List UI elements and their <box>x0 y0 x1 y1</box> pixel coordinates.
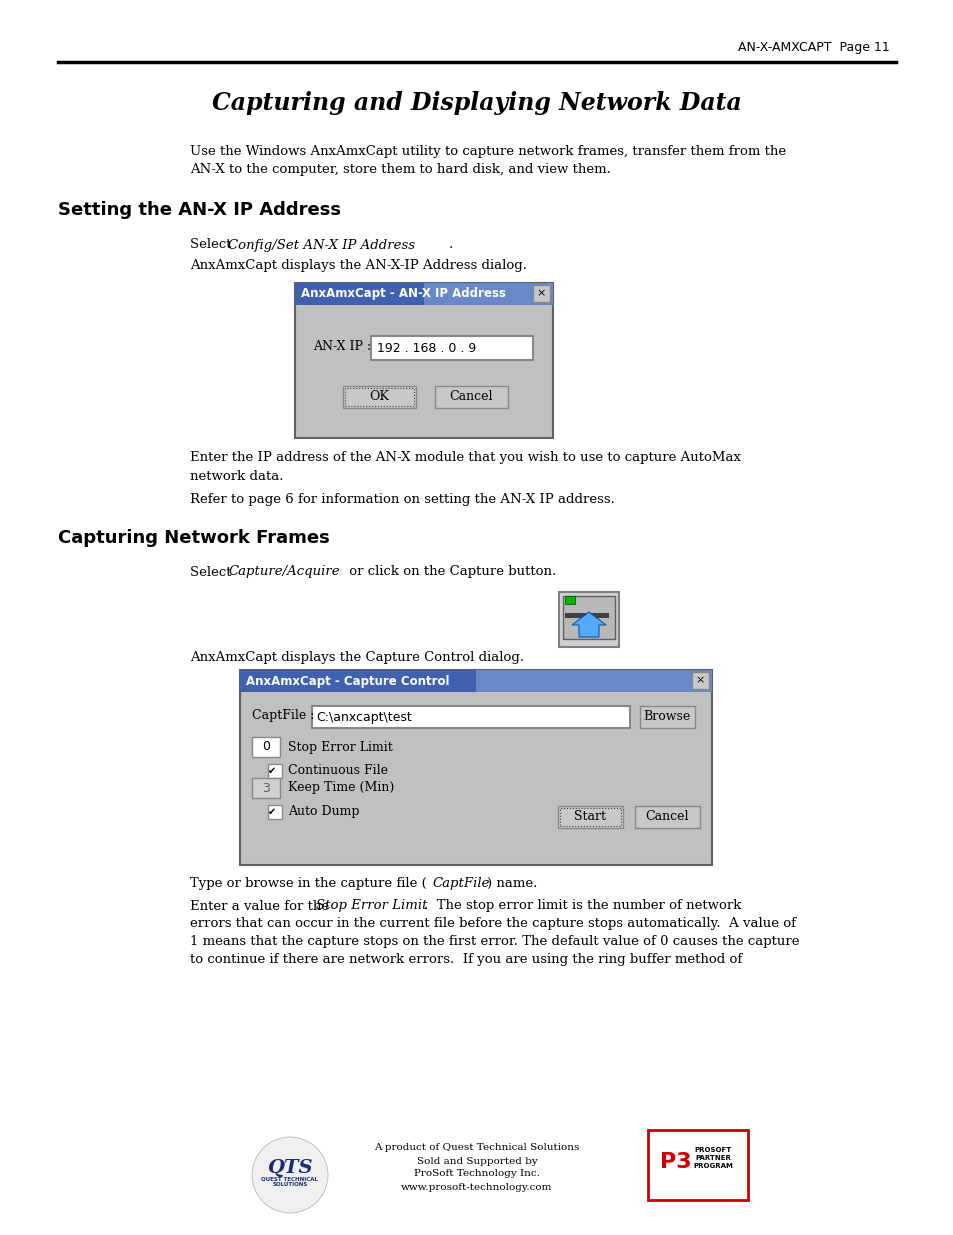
Text: Use the Windows AnxAmxCapt utility to capture network frames, transfer them from: Use the Windows AnxAmxCapt utility to ca… <box>190 144 785 158</box>
Text: Continuous File: Continuous File <box>288 764 388 778</box>
Text: A product of Quest Technical Solutions: A product of Quest Technical Solutions <box>374 1144 579 1152</box>
Text: errors that can occur in the current file before the capture stops automatically: errors that can occur in the current fil… <box>190 918 795 930</box>
Text: ×: × <box>537 288 546 298</box>
Bar <box>345 388 414 406</box>
Bar <box>252 778 280 798</box>
Polygon shape <box>572 613 605 637</box>
Bar <box>240 671 711 864</box>
Text: P3: P3 <box>659 1152 691 1172</box>
Bar <box>371 336 533 359</box>
Text: AnxAmxCapt - AN-X IP Address: AnxAmxCapt - AN-X IP Address <box>301 288 505 300</box>
Text: AN-X-AMXCAPT  Page 11: AN-X-AMXCAPT Page 11 <box>738 42 889 54</box>
Text: .: . <box>449 238 453 252</box>
Text: ✔: ✔ <box>268 806 275 818</box>
Text: Capturing and Displaying Network Data: Capturing and Displaying Network Data <box>212 91 741 115</box>
Text: Stop Error Limit: Stop Error Limit <box>315 899 427 913</box>
Text: Refer to page 6 for information on setting the AN-X IP address.: Refer to page 6 for information on setti… <box>190 494 615 506</box>
Text: Select: Select <box>190 238 235 252</box>
Bar <box>252 737 280 757</box>
Bar <box>639 706 695 727</box>
Text: Capturing Network Frames: Capturing Network Frames <box>58 529 330 547</box>
Bar <box>294 283 553 305</box>
Text: QUEST TECHNICAL
SOLUTIONS: QUEST TECHNICAL SOLUTIONS <box>261 1177 318 1187</box>
Text: www.prosoft-technology.com: www.prosoft-technology.com <box>401 1182 552 1192</box>
Text: Stop Error Limit: Stop Error Limit <box>288 741 393 753</box>
Text: OK: OK <box>369 390 389 404</box>
Text: ProSoft Technology Inc.: ProSoft Technology Inc. <box>414 1170 539 1178</box>
Text: or click on the Capture button.: or click on the Capture button. <box>345 566 556 578</box>
Text: Cancel: Cancel <box>449 390 493 404</box>
Text: PROSOFT
PARTNER
PROGRAM: PROSOFT PARTNER PROGRAM <box>692 1147 732 1168</box>
Text: Select: Select <box>190 566 235 578</box>
Text: ) name.: ) name. <box>486 878 537 890</box>
Text: QTS: QTS <box>267 1158 313 1177</box>
Text: network data.: network data. <box>190 469 283 483</box>
Bar <box>268 764 282 778</box>
Bar <box>423 283 553 305</box>
Text: Setting the AN-X IP Address: Setting the AN-X IP Address <box>58 201 340 219</box>
Bar <box>635 806 700 827</box>
Bar <box>562 597 615 638</box>
Text: Keep Time (Min): Keep Time (Min) <box>288 782 394 794</box>
Text: AN-X IP :: AN-X IP : <box>313 340 371 352</box>
Bar <box>240 671 711 692</box>
Bar <box>564 597 575 604</box>
Text: Cancel: Cancel <box>644 810 688 824</box>
Bar <box>343 387 416 408</box>
Bar <box>558 592 618 647</box>
Text: Config/Set AN-X IP Address: Config/Set AN-X IP Address <box>228 238 415 252</box>
Text: Auto Dump: Auto Dump <box>288 805 359 819</box>
Bar <box>268 805 282 819</box>
Text: .  The stop error limit is the number of network: . The stop error limit is the number of … <box>423 899 740 913</box>
Bar <box>435 387 507 408</box>
Bar <box>533 285 550 303</box>
Text: Sold and Supported by: Sold and Supported by <box>416 1156 537 1166</box>
Text: CaptFile :: CaptFile : <box>252 709 314 722</box>
Text: 192 . 168 . 0 . 9: 192 . 168 . 0 . 9 <box>376 342 476 354</box>
Text: Start: Start <box>574 810 605 824</box>
Text: C:\anxcapt\test: C:\anxcapt\test <box>315 710 412 724</box>
Bar <box>559 808 620 826</box>
Text: Browse: Browse <box>642 710 690 724</box>
Text: Enter a value for the: Enter a value for the <box>190 899 333 913</box>
Text: AN-X to the computer, store them to hard disk, and view them.: AN-X to the computer, store them to hard… <box>190 163 610 177</box>
Bar <box>476 671 711 692</box>
Text: Enter the IP address of the AN-X module that you wish to use to capture AutoMax: Enter the IP address of the AN-X module … <box>190 452 740 464</box>
Text: 3: 3 <box>262 782 270 794</box>
Text: AnxAmxCapt displays the AN-X-IP Address dialog.: AnxAmxCapt displays the AN-X-IP Address … <box>190 258 526 272</box>
Text: Capture/Acquire: Capture/Acquire <box>228 566 339 578</box>
Text: CaptFile: CaptFile <box>432 878 489 890</box>
Bar <box>312 706 629 727</box>
Bar <box>558 806 622 827</box>
Text: 1 means that the capture stops on the first error. The default value of 0 causes: 1 means that the capture stops on the fi… <box>190 935 799 948</box>
Text: AnxAmxCapt displays the Capture Control dialog.: AnxAmxCapt displays the Capture Control … <box>190 651 523 663</box>
Bar <box>564 613 608 618</box>
Bar <box>294 283 553 438</box>
Text: Type or browse in the capture file (: Type or browse in the capture file ( <box>190 878 426 890</box>
Text: ✔: ✔ <box>268 766 275 776</box>
Bar <box>691 672 708 689</box>
Circle shape <box>252 1137 328 1213</box>
Text: AnxAmxCapt - Capture Control: AnxAmxCapt - Capture Control <box>246 674 449 688</box>
Bar <box>647 1130 747 1200</box>
Text: to continue if there are network errors.  If you are using the ring buffer metho: to continue if there are network errors.… <box>190 953 741 967</box>
Text: 0: 0 <box>262 741 270 753</box>
Text: ×: × <box>695 676 704 685</box>
